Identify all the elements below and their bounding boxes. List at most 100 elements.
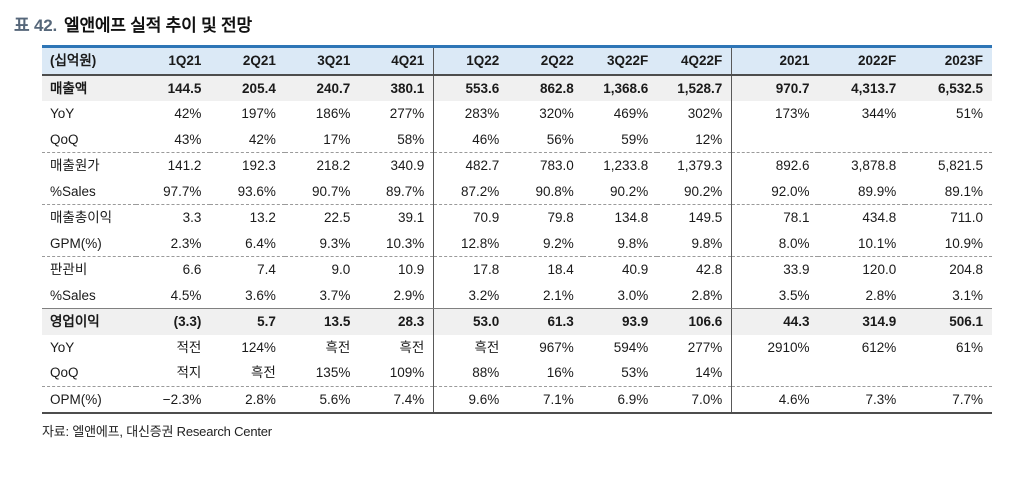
report-table-page: 표 42. 엘앤에프 실적 추이 및 전망 (십억원) 1Q21 2Q21 3Q21 4Q… <box>0 11 1024 484</box>
table-cell: 4,313.7 <box>851 80 897 96</box>
table-cell: 283% <box>433 101 509 127</box>
table-cell: 277% <box>389 106 425 121</box>
table-cell: 10.9 <box>398 262 425 277</box>
table-cell: 7.3% <box>865 391 897 407</box>
column-header: 1Q21 <box>135 46 211 76</box>
table-row: %Sales 97.7% 93.6% 90.7% 89.7% 87.2% 90.8% 90.2… <box>42 178 992 205</box>
table-cell: 42% <box>210 126 285 153</box>
table-cell: 124% <box>241 339 276 355</box>
table-cell <box>731 360 819 387</box>
column-header: 4Q22F <box>657 46 732 76</box>
table-cell: 9.6% <box>433 386 509 413</box>
table-cell: 39.1 <box>398 210 425 225</box>
table-cell: 61.3 <box>547 314 574 329</box>
table-cell: 109% <box>359 360 434 387</box>
table-cell <box>818 360 906 387</box>
table-cell: 흑전 <box>433 334 509 360</box>
table-number-label: 표 42. <box>14 16 57 35</box>
table-cell: 53.0 <box>433 308 509 335</box>
table-cell: 106.6 <box>688 314 723 329</box>
table-cell <box>731 126 819 153</box>
column-header: 2023F <box>905 46 992 76</box>
table-cell: 277% <box>687 339 723 355</box>
table-cell: 134.8 <box>614 210 649 225</box>
table-cell: 43% <box>135 126 211 153</box>
table-cell: 149.5 <box>688 210 723 225</box>
table-header-row: (십억원) 1Q21 2Q21 3Q21 4Q21 1Q22 2Q22 3Q22F 4Q22F 2… <box>42 46 992 76</box>
table-cell: 469% <box>613 106 649 121</box>
table-row: YoY 42% 197% 186% 277% 283% 320% 469% 302% 173% 34… <box>42 101 992 127</box>
table-cell: 51% <box>955 106 983 121</box>
source-note: 자료: 엘앤에프, 대신증권 Research Center <box>42 424 272 439</box>
table-title: 표 42. 엘앤에프 실적 추이 및 전망 <box>14 11 1024 36</box>
table-cell: −2.3% <box>162 391 202 407</box>
table-row: YoY 적전 124% 흑전 흑전 흑전 967% 594% 277% 2910% 612% 61% <box>42 334 992 360</box>
table-cell: 93.9 <box>621 314 649 329</box>
table-cell: 218.2 <box>316 158 351 173</box>
table-row: QoQ 적지 흑전 135% 109% 88% 16% 53% 14% <box>42 360 992 387</box>
table-cell: 22.5 <box>324 210 351 225</box>
table-cell: 12% <box>657 126 732 153</box>
table-row: 판관비 6.6 7.4 9.0 10.9 17.8 18.4 40.9 42.8 33.9 120.… <box>42 256 992 283</box>
table-cell: 33.9 <box>731 256 819 283</box>
column-header: 1Q22 <box>433 46 509 76</box>
table-cell: 28.3 <box>398 314 425 329</box>
table-row: GPM(%) 2.3% 6.4% 9.3% 10.3% 12.8% 9.2% 9.8% 9.8%… <box>42 230 992 257</box>
row-label: YoY <box>50 106 75 121</box>
column-header: 4Q21 <box>359 46 434 76</box>
table-cell: 9.2% <box>508 230 583 257</box>
table-cell: 90.2% <box>582 178 658 205</box>
table-body: 매출액 144.5 205.4 240.7 380.1 553.6 862.8 1,368.6… <box>42 74 992 413</box>
table-cell: 506.1 <box>949 314 983 329</box>
table-cell: 2910% <box>731 334 819 360</box>
table-cell: 13.5 <box>324 314 351 329</box>
table-cell: 흑전 <box>210 360 285 387</box>
row-label: QoQ <box>42 360 136 387</box>
unit-label: (십억원) <box>42 46 136 76</box>
table-cell: 2.9% <box>359 282 434 309</box>
table-cell: (3.3) <box>173 314 202 329</box>
table-cell: 3.6% <box>210 282 285 309</box>
table-cell: 8.0% <box>731 230 819 257</box>
table-cell: 3.2% <box>433 282 509 309</box>
table-cell: 53% <box>582 360 658 387</box>
table-cell: 18.4 <box>547 262 574 277</box>
column-header: 3Q21 <box>284 46 360 76</box>
table-cell: 90.8% <box>508 178 583 205</box>
table-cell: 4.6% <box>731 386 819 413</box>
table-cell: 2.8% <box>657 282 732 309</box>
table-cell: 783.0 <box>539 158 574 173</box>
table-title-text: 엘앤에프 실적 추이 및 전망 <box>64 16 252 35</box>
table-cell: 87.2% <box>433 178 509 205</box>
table-cell: 3.3 <box>182 210 202 225</box>
table-cell: 46% <box>433 126 509 153</box>
table-cell: 1,368.6 <box>603 80 649 96</box>
row-label: QoQ <box>42 126 136 153</box>
table-cell: 2.3% <box>135 230 211 257</box>
table-cell: 7.4% <box>393 391 425 407</box>
table-cell: 2.8% <box>818 282 906 309</box>
table-row: 매출액 144.5 205.4 240.7 380.1 553.6 862.8 1,368.6… <box>42 74 992 101</box>
table-cell: 9.8% <box>657 230 732 257</box>
table-cell: 17.8 <box>433 256 509 283</box>
table-cell: 70.9 <box>433 204 509 231</box>
row-label: YoY <box>50 339 75 355</box>
table-cell: 6.4% <box>210 230 285 257</box>
table-cell: 205.4 <box>242 80 276 96</box>
table-cell: 10.9% <box>905 230 992 257</box>
table-cell: 9.3% <box>284 230 360 257</box>
table-cell: 92.0% <box>731 178 819 205</box>
table-cell: 58% <box>359 126 434 153</box>
table-cell: 흑전 <box>325 339 351 355</box>
table-cell: 1,233.8 <box>603 158 649 173</box>
table-cell: 553.6 <box>433 74 509 101</box>
table-cell: 89.1% <box>905 178 992 205</box>
table-cell: 14% <box>657 360 732 387</box>
table-cell: 1,379.3 <box>677 158 723 173</box>
table-cell: 9.0 <box>331 262 351 277</box>
table-cell: 5.6% <box>319 391 351 407</box>
table-cell: 434.8 <box>862 210 897 225</box>
table-cell: 42.8 <box>695 262 723 277</box>
column-header: 2021 <box>731 46 819 76</box>
row-label: OPM(%) <box>50 391 102 407</box>
